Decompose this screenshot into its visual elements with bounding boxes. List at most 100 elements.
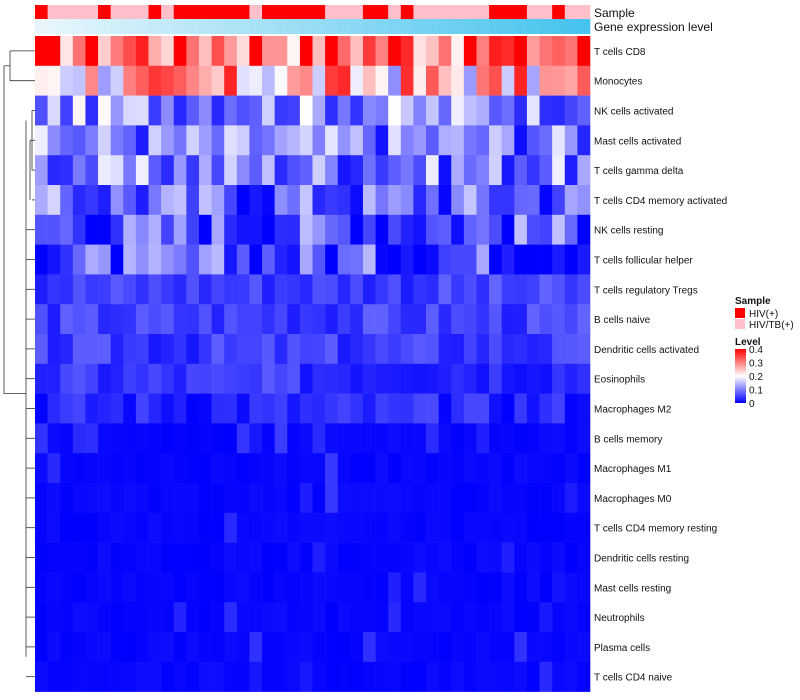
heatmap-cell (375, 572, 389, 603)
heatmap-cell (211, 125, 225, 156)
heatmap-cell (489, 483, 503, 514)
heatmap-cell (60, 185, 74, 216)
heatmap-cell (262, 36, 275, 67)
heatmap-cell (211, 363, 225, 394)
heatmap-cell (186, 125, 200, 156)
heatmap-cell (262, 214, 275, 245)
heatmap-cell (85, 572, 99, 603)
heatmap-cell (552, 65, 566, 96)
heatmap-cell (463, 185, 477, 216)
heatmap-cell (98, 95, 111, 126)
heatmap-cell (463, 155, 477, 186)
row-label: Macrophages M2 (594, 405, 672, 416)
heatmap-cell (236, 244, 250, 275)
heatmap-cell (211, 244, 225, 275)
expression-level-cell (413, 19, 427, 34)
heatmap-cell (47, 393, 61, 424)
heatmap-cell (198, 274, 212, 305)
heatmap-cell (262, 661, 275, 692)
heatmap-cell (539, 155, 553, 186)
heatmap-cell (98, 214, 111, 245)
sample-annotation-cell (299, 5, 313, 19)
heatmap-cell (148, 572, 162, 603)
heatmap-cell (262, 453, 275, 484)
heatmap-cell (514, 542, 528, 573)
heatmap-cell (123, 155, 137, 186)
heatmap-cell (350, 423, 364, 454)
sample-annotation-cell (426, 5, 439, 19)
heatmap-cell (72, 334, 86, 365)
heatmap-cell (451, 453, 465, 484)
heatmap-cell (501, 274, 515, 305)
heatmap-cell (98, 602, 111, 633)
heatmap-cell (539, 602, 553, 633)
heatmap-cell (198, 453, 212, 484)
heatmap-cell (426, 185, 439, 216)
heatmap-cell (262, 363, 275, 394)
heatmap-cell (211, 155, 225, 186)
heatmap-cell (198, 363, 212, 394)
heatmap-cell (161, 65, 175, 96)
heatmap-cell (388, 393, 402, 424)
heatmap-cell (337, 274, 351, 305)
heatmap-cell (211, 572, 225, 603)
heatmap-cell (375, 185, 389, 216)
heatmap-cell (489, 244, 503, 275)
heatmap-cell (325, 453, 339, 484)
expression-level-cell (526, 19, 540, 34)
heatmap-cell (463, 453, 477, 484)
heatmap-cell (337, 542, 351, 573)
heatmap-cell (85, 363, 99, 394)
row-label: T cells CD4 memory activated (594, 196, 727, 207)
heatmap-cell (299, 244, 313, 275)
heatmap-cell (413, 632, 427, 663)
heatmap-cell (577, 632, 591, 663)
heatmap-cell (224, 334, 238, 365)
heatmap-cell (123, 632, 137, 663)
row-label: Macrophages M1 (594, 464, 672, 475)
heatmap-cell (552, 334, 566, 365)
heatmap-cell (539, 632, 553, 663)
heatmap-cell (186, 602, 200, 633)
heatmap-cell (123, 274, 137, 305)
heatmap-cell (552, 274, 566, 305)
heatmap-cell (451, 572, 465, 603)
heatmap-cell (161, 632, 175, 663)
heatmap-cell (564, 125, 578, 156)
heatmap-cell (337, 602, 351, 633)
expression-level-cell (148, 19, 162, 34)
heatmap-cell (438, 185, 452, 216)
heatmap-cell (463, 214, 477, 245)
heatmap-cell (325, 274, 339, 305)
heatmap-cell (299, 155, 313, 186)
heatmap-cell (35, 542, 48, 573)
heatmap-cell (135, 244, 149, 275)
heatmap-cell (501, 363, 515, 394)
expression-level-cell (236, 19, 250, 34)
heatmap-cell (501, 572, 515, 603)
heatmap-cell (211, 393, 225, 424)
heatmap-cell (299, 512, 313, 543)
heatmap-cell (514, 274, 528, 305)
heatmap-cell (476, 244, 490, 275)
expression-level-cell (72, 19, 86, 34)
heatmap-cell (514, 453, 528, 484)
sample-annotation-cell (514, 5, 528, 19)
heatmap-cell (325, 483, 339, 514)
heatmap-cell (400, 95, 414, 126)
heatmap-cell (388, 423, 402, 454)
heatmap-cell (426, 274, 439, 305)
heatmap-cell (577, 214, 591, 245)
heatmap-cell (463, 572, 477, 603)
heatmap-cell (539, 572, 553, 603)
heatmap-cell (211, 661, 225, 692)
sample-annotation-cell (337, 5, 351, 19)
sample-annotation-cell (526, 5, 540, 19)
heatmap-cell (375, 512, 389, 543)
heatmap-cell (60, 393, 74, 424)
heatmap-cell (337, 423, 351, 454)
heatmap-cell (110, 155, 124, 186)
heatmap-cell (224, 602, 238, 633)
heatmap-cell (413, 125, 427, 156)
expression-level-cell (224, 19, 238, 34)
